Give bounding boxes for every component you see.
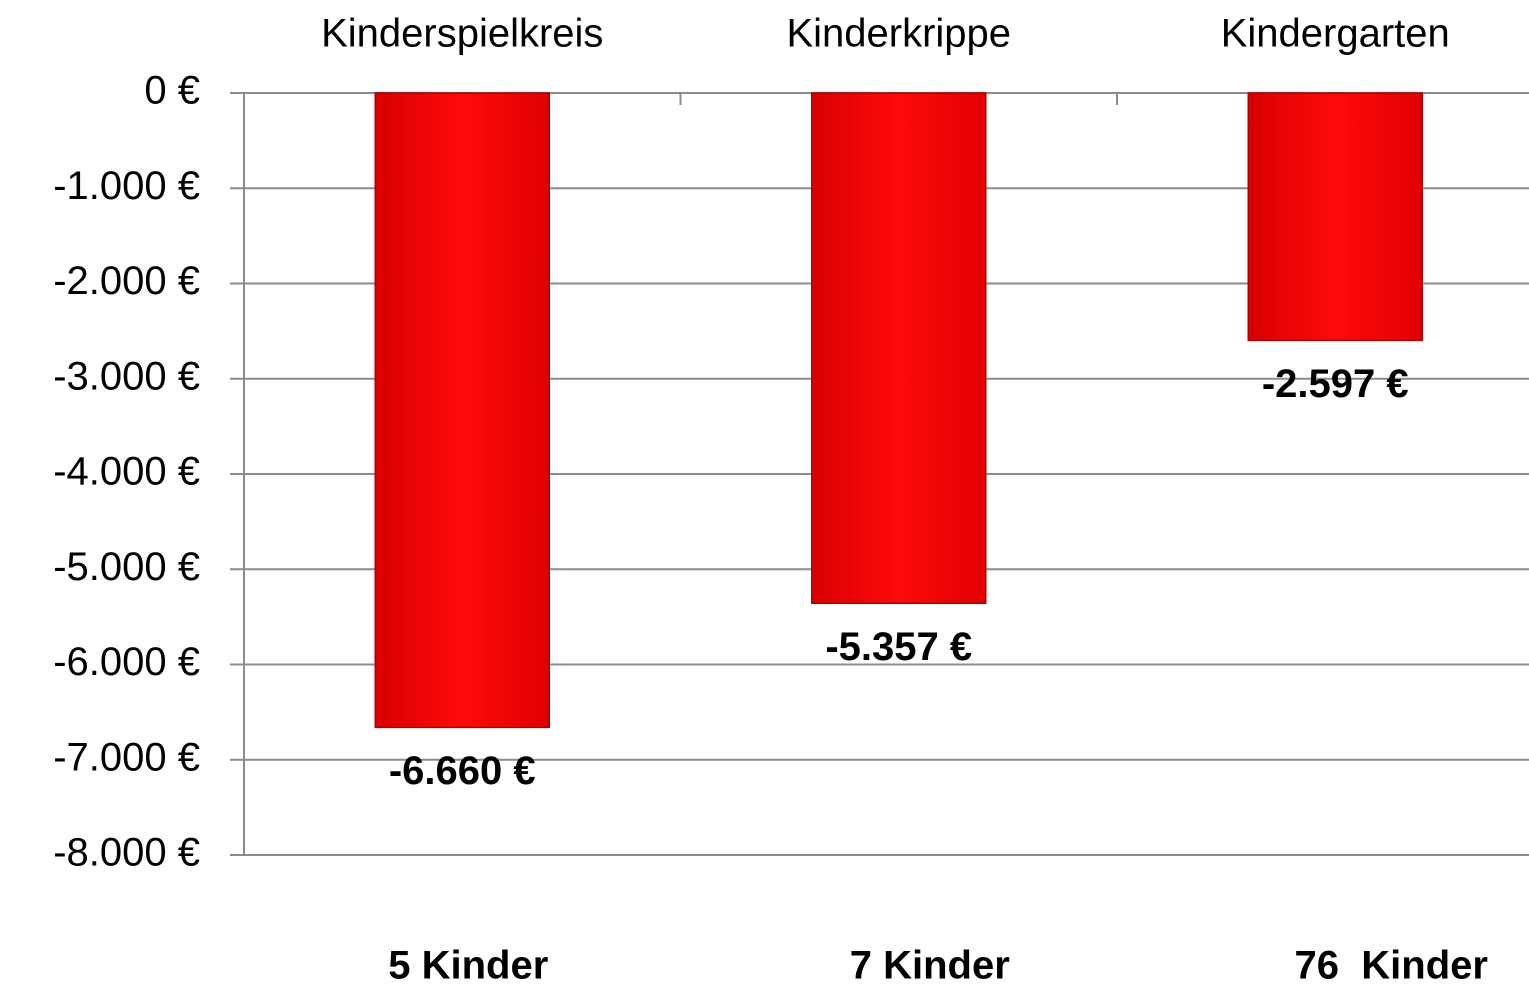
y-tick-label: -3.000 € bbox=[53, 354, 200, 398]
y-tick-label: -2.000 € bbox=[53, 259, 200, 303]
bar bbox=[1247, 92, 1423, 342]
y-tick-label: -8.000 € bbox=[53, 831, 200, 875]
y-tick-label: 0 € bbox=[144, 69, 200, 113]
category-label: Kinderkrippe bbox=[786, 12, 1011, 56]
bar bbox=[374, 92, 550, 729]
y-tick-label: -6.000 € bbox=[53, 640, 200, 684]
data-label: -5.357 € bbox=[825, 625, 972, 669]
y-tick-label: -4.000 € bbox=[53, 450, 200, 494]
annotation: 7 Kinder bbox=[850, 944, 1010, 988]
y-tick-label: -7.000 € bbox=[53, 735, 200, 779]
category-label: Kinderspielkreis bbox=[321, 12, 603, 56]
category-label: Kindergarten bbox=[1221, 12, 1450, 56]
data-label: -6.660 € bbox=[389, 749, 536, 793]
y-tick-label: -1.000 € bbox=[53, 164, 200, 208]
annotation: 76 Kinder bbox=[1295, 944, 1488, 988]
data-label: -2.597 € bbox=[1262, 362, 1409, 406]
y-tick-label: -5.000 € bbox=[53, 545, 200, 589]
annotation: 5 Kinder bbox=[388, 944, 548, 988]
bar bbox=[811, 92, 987, 605]
